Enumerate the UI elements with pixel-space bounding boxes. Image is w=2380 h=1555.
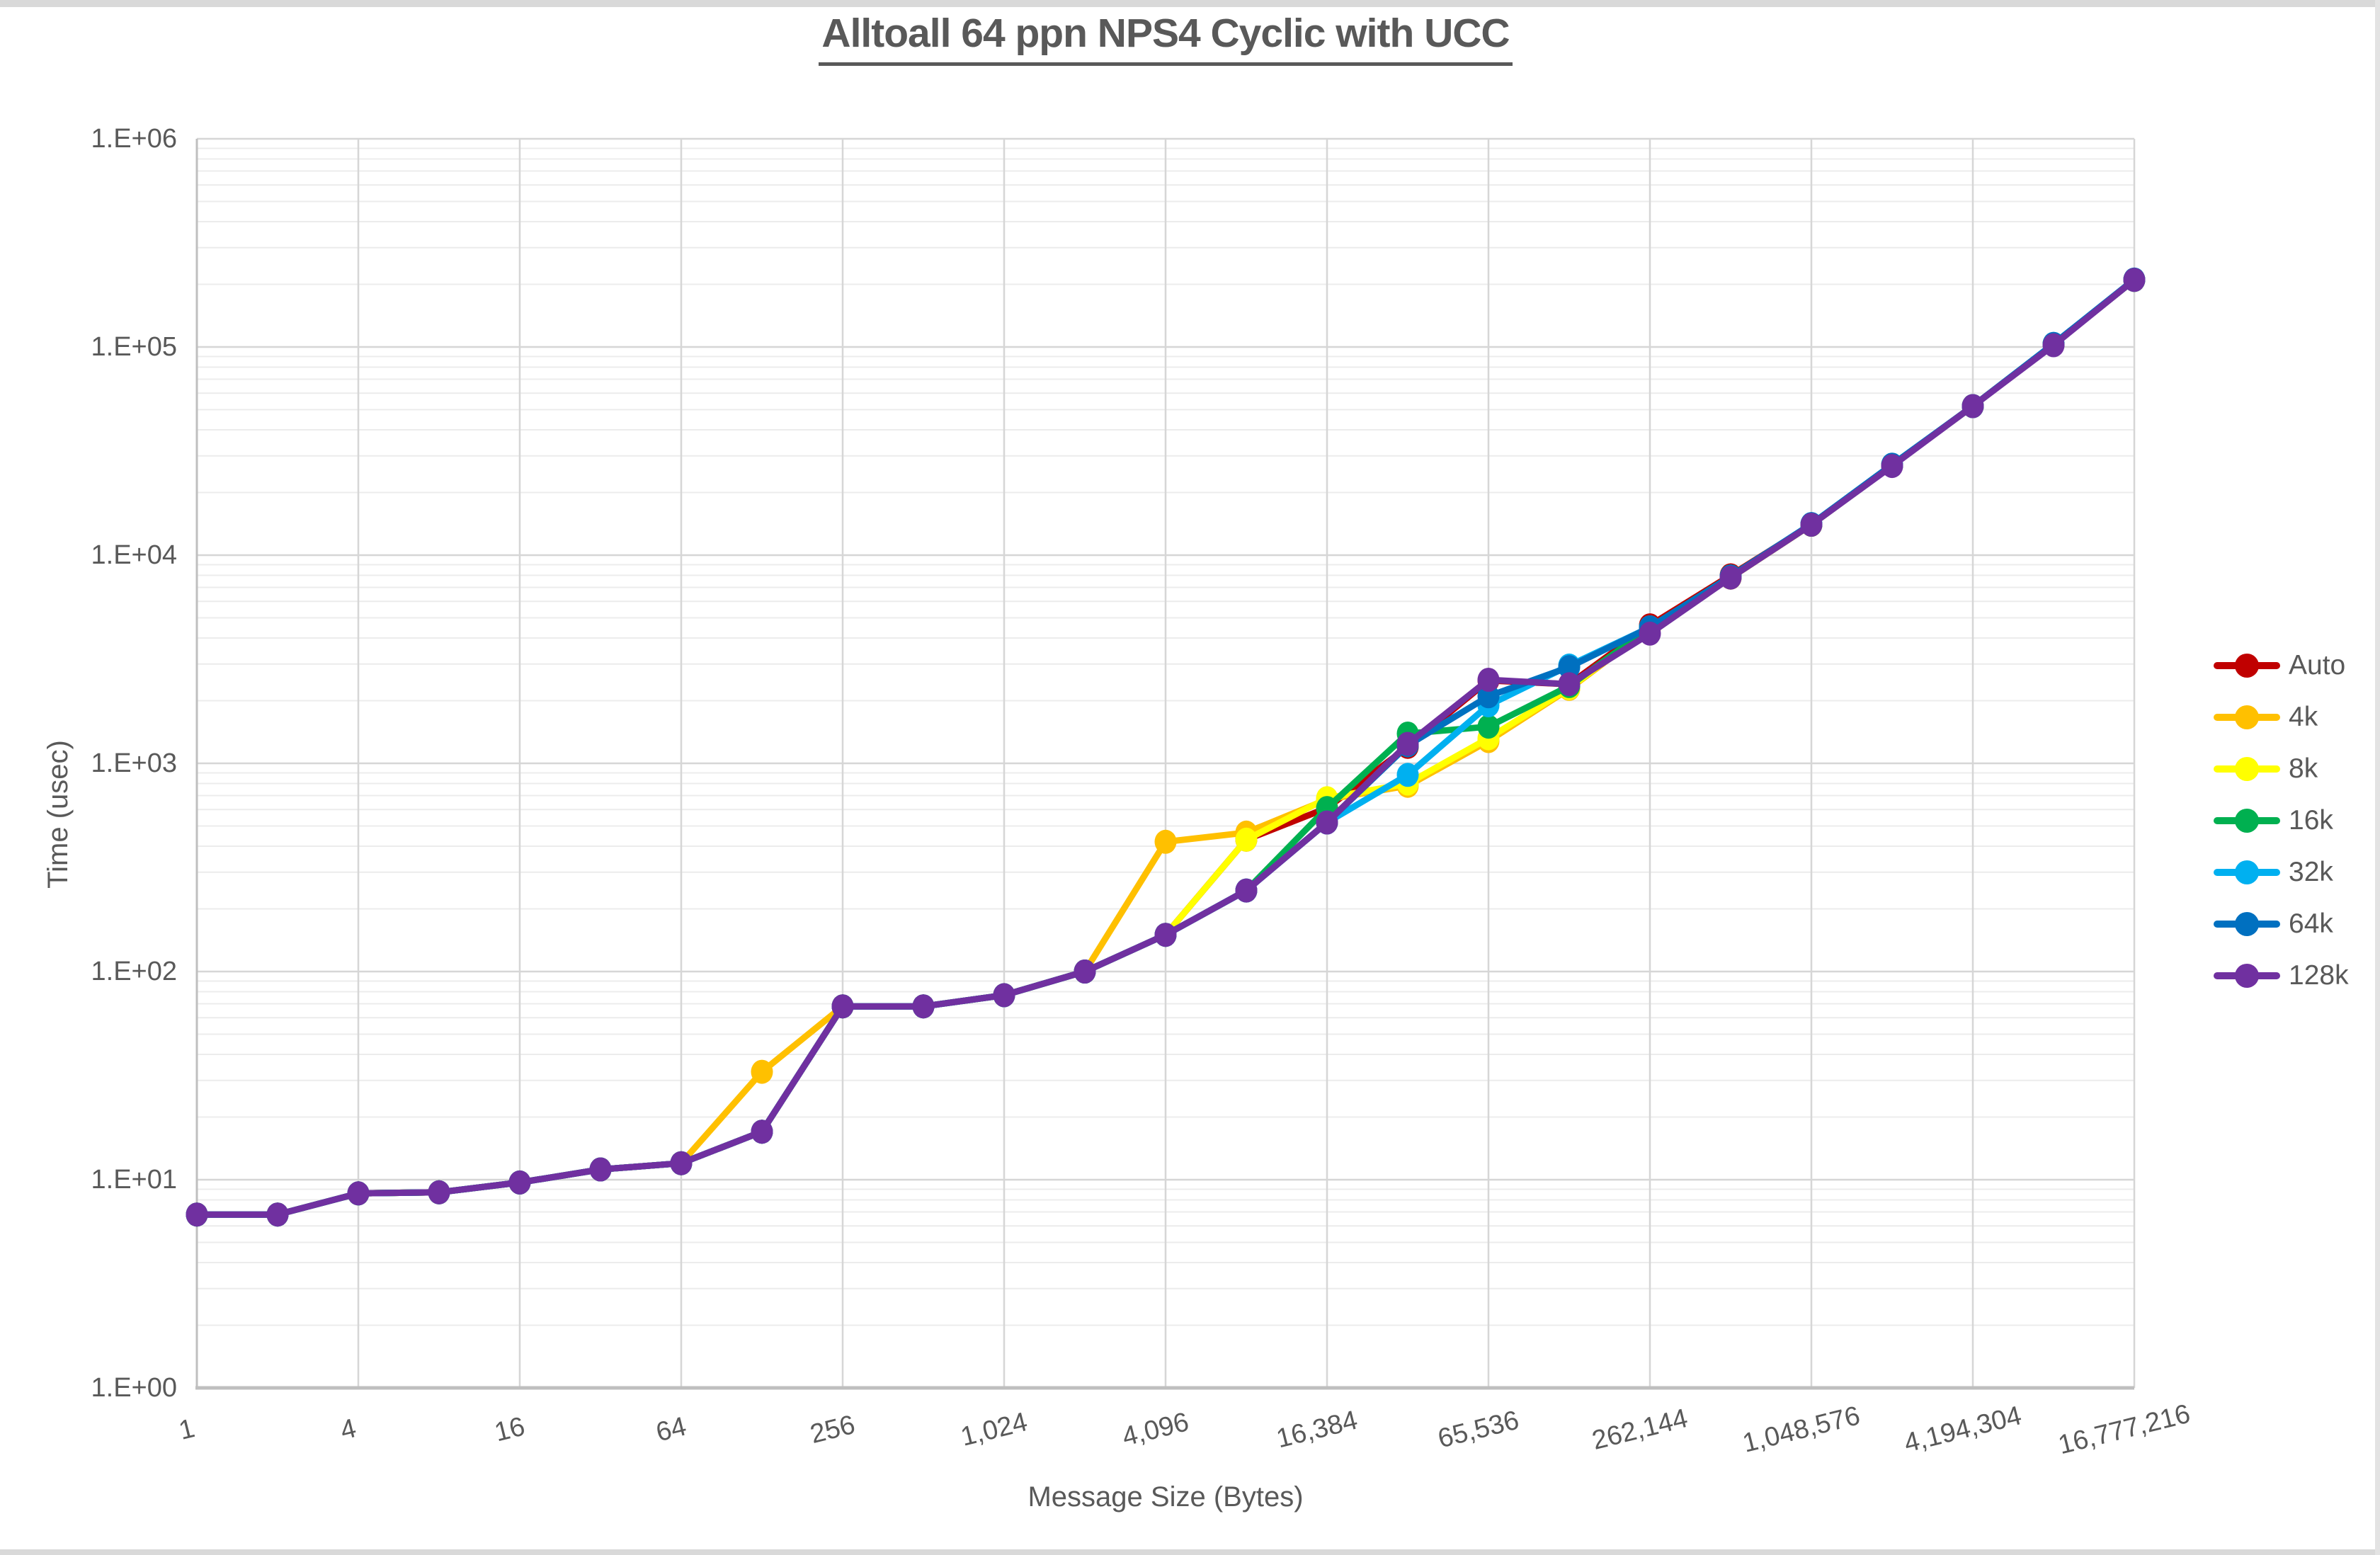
data-point — [428, 1180, 450, 1204]
data-point — [1477, 714, 1500, 739]
legend-line-marker-swatch — [2214, 647, 2280, 685]
data-point — [1235, 827, 1258, 852]
legend-line-marker-swatch — [2214, 750, 2280, 788]
y-tick-label: 1.E+00 — [91, 1373, 178, 1403]
data-point — [1154, 923, 1177, 947]
legend-label: 64k — [2289, 908, 2333, 939]
legend-item-128k: 128k — [2214, 957, 2349, 995]
data-point — [1235, 878, 1258, 903]
legend-item-16k: 16k — [2214, 802, 2333, 840]
data-point — [1558, 672, 1581, 697]
data-point — [266, 1202, 289, 1227]
data-point — [1074, 959, 1096, 984]
y-tick-label: 1.E+05 — [91, 332, 178, 362]
legend-marker-dot — [2235, 964, 2259, 988]
data-point — [1477, 684, 1500, 709]
data-point — [1154, 829, 1177, 854]
window-edge-bottom — [0, 1549, 2380, 1555]
data-point — [1396, 763, 1419, 787]
y-tick-label: 1.E+06 — [91, 124, 178, 154]
y-tick-label: 1.E+03 — [91, 748, 178, 778]
legend-marker-dot — [2235, 757, 2259, 781]
data-point — [993, 983, 1015, 1008]
data-point — [670, 1151, 693, 1175]
legend-line-marker-swatch — [2214, 802, 2280, 840]
chart-title: Alltoall 64 ppn NPS4 Cyclic with UCC — [197, 10, 2134, 66]
data-point — [1316, 810, 1338, 835]
legend-item-8k: 8k — [2214, 750, 2318, 788]
legend-label: Auto — [2289, 650, 2346, 680]
data-point — [186, 1202, 208, 1227]
legend-line-marker-swatch — [2214, 957, 2280, 995]
legend-marker-dot — [2235, 860, 2259, 884]
data-point — [1881, 454, 1903, 479]
legend-item-auto: Auto — [2214, 647, 2345, 685]
data-point — [1558, 655, 1581, 680]
data-point — [508, 1170, 531, 1195]
window-edge-right — [2375, 0, 2380, 1555]
data-point — [347, 1181, 370, 1206]
x-axis-title: Message Size (Bytes) — [1027, 1481, 1304, 1513]
legend-line-marker-swatch — [2214, 853, 2280, 892]
window-edge-top — [0, 0, 2380, 7]
data-point — [1639, 621, 1661, 646]
chart-title-text: Alltoall 64 ppn NPS4 Cyclic with UCC — [819, 10, 1513, 66]
legend-label: 8k — [2289, 753, 2318, 784]
data-point — [1719, 565, 1742, 590]
y-tick-label: 1.E+02 — [91, 957, 178, 986]
data-point — [1396, 731, 1419, 756]
data-point — [751, 1059, 773, 1084]
legend-marker-dot — [2235, 912, 2259, 936]
axis-lines — [195, 139, 2134, 1390]
legend-item-4k: 4k — [2214, 698, 2318, 736]
legend-label: 128k — [2289, 960, 2349, 991]
legend-item-32k: 32k — [2214, 853, 2333, 892]
legend-label: 32k — [2289, 857, 2333, 887]
legend-marker-dot — [2235, 705, 2259, 729]
y-axis-title: Time (usec) — [42, 740, 74, 889]
legend-marker-dot — [2235, 809, 2259, 833]
data-point — [1477, 668, 1500, 692]
legend-label: 16k — [2289, 805, 2333, 836]
data-point — [912, 994, 935, 1019]
data-point — [2042, 333, 2065, 358]
data-point — [589, 1157, 612, 1182]
data-point — [1961, 394, 1984, 418]
data-point — [1800, 513, 1823, 537]
series-128k — [186, 268, 2146, 1227]
legend-label: 4k — [2289, 702, 2318, 732]
data-point — [2123, 268, 2146, 292]
legend-item-64k: 64k — [2214, 905, 2333, 943]
y-tick-label: 1.E+04 — [91, 540, 178, 570]
legend-line-marker-swatch — [2214, 905, 2280, 943]
data-point — [831, 994, 854, 1019]
y-tick-label: 1.E+01 — [91, 1165, 178, 1195]
legend-line-marker-swatch — [2214, 698, 2280, 736]
data-series-layer — [186, 267, 2146, 1227]
legend-marker-dot — [2235, 654, 2259, 678]
data-point — [751, 1120, 773, 1144]
